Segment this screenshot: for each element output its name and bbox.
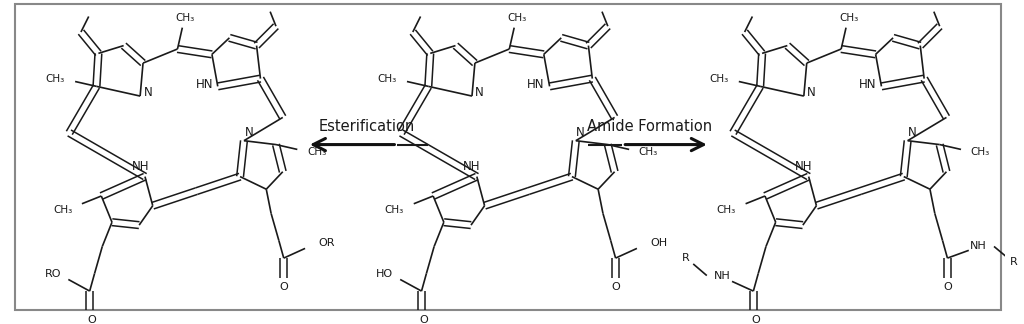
Text: N: N xyxy=(245,126,253,139)
Text: CH₃: CH₃ xyxy=(45,74,65,84)
Text: N: N xyxy=(577,126,585,139)
Text: CH₃: CH₃ xyxy=(717,204,736,214)
Text: CH₃: CH₃ xyxy=(377,74,396,84)
Text: CH₃: CH₃ xyxy=(53,204,73,214)
Text: O: O xyxy=(943,282,951,292)
Text: Esterification: Esterification xyxy=(319,119,416,133)
Text: N: N xyxy=(908,126,916,139)
Text: CH₃: CH₃ xyxy=(508,13,526,23)
Text: CH₃: CH₃ xyxy=(385,204,404,214)
Text: N: N xyxy=(143,86,153,99)
Text: O: O xyxy=(751,315,760,324)
Text: NH: NH xyxy=(131,160,148,173)
Text: O: O xyxy=(87,315,96,324)
Text: OH: OH xyxy=(650,237,668,248)
Text: CH₃: CH₃ xyxy=(639,147,658,157)
Text: CH₃: CH₃ xyxy=(709,74,728,84)
Text: Amide Formation: Amide Formation xyxy=(587,119,712,133)
Text: R: R xyxy=(682,253,689,263)
Text: NH: NH xyxy=(714,271,731,281)
Text: O: O xyxy=(611,282,620,292)
FancyBboxPatch shape xyxy=(15,4,1000,310)
Text: CH₃: CH₃ xyxy=(840,13,858,23)
Text: CH₃: CH₃ xyxy=(971,147,990,157)
Text: O: O xyxy=(419,315,428,324)
Text: N: N xyxy=(475,86,484,99)
Text: HN: HN xyxy=(527,78,545,91)
Text: CH₃: CH₃ xyxy=(307,147,327,157)
Text: R: R xyxy=(1010,257,1017,267)
Text: NH: NH xyxy=(795,160,813,173)
Text: OR: OR xyxy=(318,237,335,248)
Text: RO: RO xyxy=(45,269,61,279)
Text: NH: NH xyxy=(463,160,480,173)
Text: HN: HN xyxy=(196,78,213,91)
Text: O: O xyxy=(280,282,288,292)
Text: HO: HO xyxy=(376,269,393,279)
Text: HN: HN xyxy=(859,78,877,91)
Text: CH₃: CH₃ xyxy=(176,13,195,23)
Text: NH: NH xyxy=(970,241,987,251)
Text: N: N xyxy=(807,86,816,99)
